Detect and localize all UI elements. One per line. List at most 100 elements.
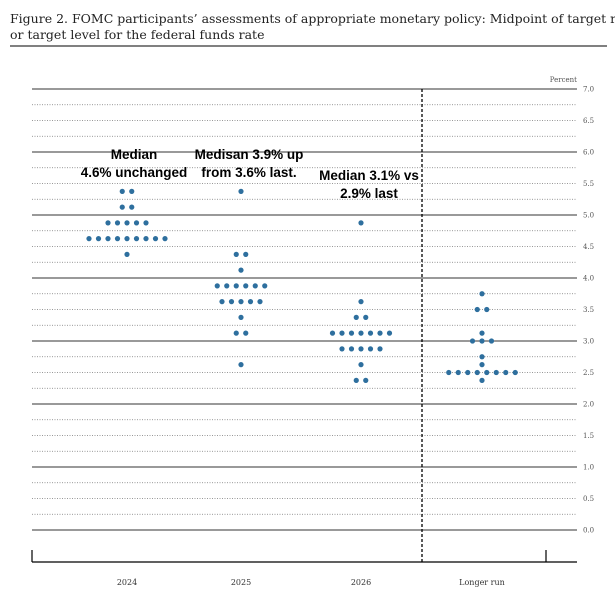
data-dot [353,314,359,320]
data-dot [363,377,369,383]
annotations: Median 4.6% unchanged Medisan 3.9% up from … [81,147,419,201]
y-tick-label: 1.5 [583,432,594,440]
data-dot [86,236,92,242]
data-dot [479,291,485,297]
y-tick-labels: 0.0 0.5 1.0 1.5 2.0 2.5 3.0 3.5 4.0 4.5 5.0 5.5 6.0 6… [583,86,594,535]
data-dot [238,299,244,305]
data-dot [479,354,485,360]
data-dot [358,330,364,336]
data-dot [262,283,268,289]
y-tick-label: 3.5 [583,306,594,314]
data-dot [377,346,383,352]
caption-line-1: Figure 2. FOMC participants’ assessments… [10,11,615,26]
data-dot [233,251,239,257]
annotation-text: Medisan 3.9% up from 3.6% last. [195,147,304,180]
y-tick-label: 7.0 [583,86,594,94]
y-axis-label: Percent [550,76,577,84]
data-dot [469,338,476,344]
data-dot [257,299,263,305]
data-dot [484,369,490,376]
data-dot [358,362,364,368]
data-dot [105,236,111,242]
data-dot [105,220,111,226]
y-tick-label: 0.5 [583,495,594,503]
data-dot [484,306,490,313]
y-tick-label: 5.0 [583,212,594,220]
data-dot [358,346,364,352]
data-dot [367,346,374,352]
data-dot [233,330,239,336]
x-tick-label: 2024 [117,578,137,587]
data-dot [329,330,336,336]
x-axis: 2024 2025 2026 Longer run [31,89,577,587]
data-dot [446,369,452,376]
x-tick-label: Longer run [459,578,505,587]
annotation-line: Median 3.1% vs [319,168,419,183]
data-dot [493,369,499,376]
data-dot [243,283,249,289]
data-dot [238,188,244,194]
data-dot [377,330,383,336]
data-dot [503,369,509,376]
data-dot [124,236,130,242]
annotation-line: Median [111,147,158,162]
data-dot [214,283,220,289]
data-dot [114,236,121,242]
data-dot [252,283,258,289]
y-tick-label: 4.5 [583,243,594,251]
data-dot [488,338,495,344]
data-dot [358,220,364,226]
data-dot [119,204,125,210]
y-tick-label: 0.0 [583,527,594,535]
x-tick-label: 2026 [351,578,371,587]
data-dot [479,362,485,368]
data-dot [339,346,345,352]
data-dot [479,330,485,336]
data-dot [479,377,485,383]
y-tick-label: 4.0 [583,275,594,283]
data-dot [228,299,235,305]
data-dot [353,377,359,383]
data-dot [348,346,355,352]
data-dot [119,188,125,194]
data-dot [224,283,230,289]
data-dot [152,236,159,242]
data-dot [512,369,518,376]
data-dot [143,236,149,242]
data-dot [143,220,149,226]
data-dot [124,220,130,226]
data-dot [114,220,121,226]
data-dot [233,283,239,289]
data-dot [243,251,249,257]
annotation-text: Median 3.1% vs 2.9% last [319,168,419,201]
data-dot [479,338,485,344]
data-dot [348,330,355,336]
data-dot [474,369,480,376]
data-dot [386,330,393,336]
data-dot [124,251,130,257]
data-dot [243,330,249,336]
data-dot [247,299,254,305]
annotation-line: 2.9% last [340,186,398,201]
y-tick-label: 2.0 [583,401,594,409]
data-dot [162,236,168,242]
data-dot [133,220,140,226]
data-dot [367,330,374,336]
data-dot [95,236,102,242]
y-tick-label: 1.0 [583,464,594,472]
annotation-line: Medisan 3.9% up [195,147,304,162]
annotation-text: Median 4.6% unchanged [81,147,188,180]
data-dot [133,236,140,242]
grid [32,88,577,531]
x-tick-label: 2025 [231,578,251,587]
data-dot [455,369,461,376]
data-dot [238,362,244,368]
y-tick-label: 3.0 [583,338,594,346]
data-dot [474,306,480,313]
annotation-line: 4.6% unchanged [81,165,188,180]
y-tick-label: 5.5 [583,180,594,188]
data-dot [363,314,369,320]
data-dot [219,299,225,305]
data-dot [465,369,471,376]
